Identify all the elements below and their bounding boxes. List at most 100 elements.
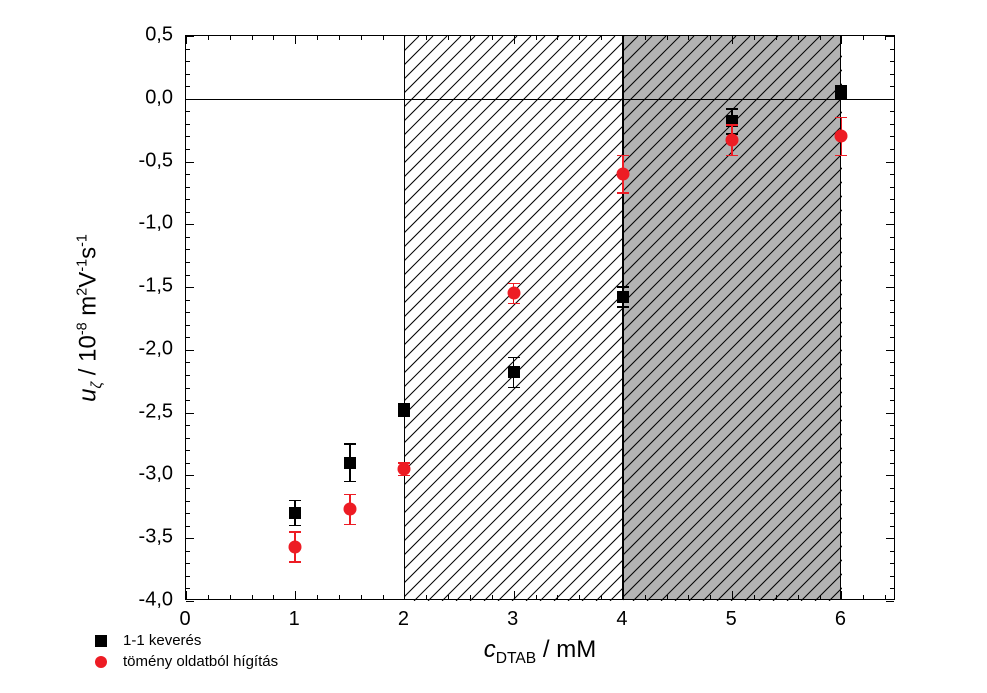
error-cap xyxy=(617,155,629,157)
xtick-minor xyxy=(579,36,580,40)
error-cap xyxy=(835,155,847,157)
ytick-minor xyxy=(186,563,190,564)
ylabel-s: s xyxy=(75,246,102,258)
ytick-major xyxy=(186,413,194,414)
legend-label: tömény oldatból hígítás xyxy=(123,653,278,670)
ytick-minor xyxy=(890,576,894,577)
legend-label: 1-1 keverés xyxy=(123,632,201,649)
ytick-major xyxy=(886,601,894,602)
xtick-minor xyxy=(536,36,537,40)
xtick-minor xyxy=(383,595,384,599)
ytick-minor xyxy=(186,450,190,451)
error-cap xyxy=(344,524,356,526)
error-cap xyxy=(289,531,301,533)
ytick-minor xyxy=(186,576,190,577)
error-cap xyxy=(289,525,301,527)
ytick-minor xyxy=(186,237,190,238)
ytick-minor xyxy=(186,463,190,464)
xtick-minor xyxy=(754,595,755,599)
ytick-major xyxy=(186,287,194,288)
ytick-minor xyxy=(890,61,894,62)
ytick-minor xyxy=(186,124,190,125)
ylabel-var: u xyxy=(75,388,102,401)
ytick-major xyxy=(886,538,894,539)
plot-area xyxy=(185,35,895,600)
ytick-major xyxy=(186,99,194,100)
ytick-minor xyxy=(186,388,190,389)
ytick-minor xyxy=(186,513,190,514)
ytick-minor xyxy=(186,262,190,263)
xtick-minor xyxy=(667,595,668,599)
series-dilute-point xyxy=(343,503,356,516)
series-dilute-point xyxy=(398,463,411,476)
ytick-minor xyxy=(186,49,190,50)
error-cap xyxy=(508,303,520,305)
xtick-minor xyxy=(885,36,886,40)
error-cap xyxy=(835,117,847,119)
x-tick-label: 0 xyxy=(179,608,190,631)
ytick-major xyxy=(186,36,194,37)
error-cap xyxy=(289,500,301,502)
xtick-minor xyxy=(557,595,558,599)
xtick-minor xyxy=(273,36,274,40)
ytick-major xyxy=(186,538,194,539)
series-dilute-point xyxy=(616,168,629,181)
ytick-minor xyxy=(890,450,894,451)
ytick-minor xyxy=(890,400,894,401)
ytick-minor xyxy=(890,375,894,376)
xtick-minor xyxy=(339,595,340,599)
error-cap xyxy=(726,155,738,157)
xtick-minor xyxy=(710,36,711,40)
xtick-minor xyxy=(448,36,449,40)
series-dilute-point xyxy=(507,287,520,300)
error-cap xyxy=(508,283,520,285)
ytick-minor xyxy=(186,526,190,527)
ylabel-v: V xyxy=(75,271,102,287)
x-tick-label: 1 xyxy=(289,608,300,631)
ytick-minor xyxy=(890,262,894,263)
xtick-minor xyxy=(208,595,209,599)
xtick-minor xyxy=(448,595,449,599)
xtick-minor xyxy=(820,36,821,40)
error-cap xyxy=(289,561,301,563)
xtick-major xyxy=(186,591,187,599)
error-cap xyxy=(344,481,356,483)
xtick-major xyxy=(732,591,733,599)
xtick-minor xyxy=(252,595,253,599)
ytick-minor xyxy=(186,400,190,401)
xtick-minor xyxy=(426,36,427,40)
ytick-minor xyxy=(890,86,894,87)
xtick-major xyxy=(514,591,515,599)
ytick-major xyxy=(886,162,894,163)
error-cap xyxy=(617,192,629,194)
ylabel-suffix: / 10 xyxy=(75,335,102,382)
legend-item: 1-1 keverés xyxy=(95,632,278,649)
ytick-minor xyxy=(186,588,190,589)
xtick-minor xyxy=(536,595,537,599)
series-mix-point xyxy=(835,87,847,99)
xtick-minor xyxy=(863,595,864,599)
ytick-minor xyxy=(890,74,894,75)
ytick-major xyxy=(186,350,194,351)
ylabel-exp: -8 xyxy=(75,322,91,335)
series-mix-point xyxy=(344,457,356,469)
ytick-minor xyxy=(186,362,190,363)
ytick-minor xyxy=(890,588,894,589)
y-axis-label: uζ / 10-8 m2V-1s-1 xyxy=(75,234,106,402)
ytick-minor xyxy=(186,438,190,439)
ytick-minor xyxy=(890,526,894,527)
ylabel-sub: ζ xyxy=(89,381,105,388)
ytick-minor xyxy=(186,325,190,326)
ytick-minor xyxy=(890,187,894,188)
legend: 1-1 keverés tömény oldatból hígítás xyxy=(95,632,278,674)
xtick-minor xyxy=(252,36,253,40)
chart-page: uζ / 10-8 m2V-1s-1 cDTAB / mM 1-1 keveré… xyxy=(0,0,987,693)
ytick-minor xyxy=(890,438,894,439)
ytick-minor xyxy=(890,388,894,389)
xtick-minor xyxy=(820,595,821,599)
ytick-major xyxy=(886,350,894,351)
xtick-major xyxy=(404,36,405,44)
ytick-minor xyxy=(186,212,190,213)
zero-line xyxy=(186,99,894,100)
xtick-minor xyxy=(645,36,646,40)
